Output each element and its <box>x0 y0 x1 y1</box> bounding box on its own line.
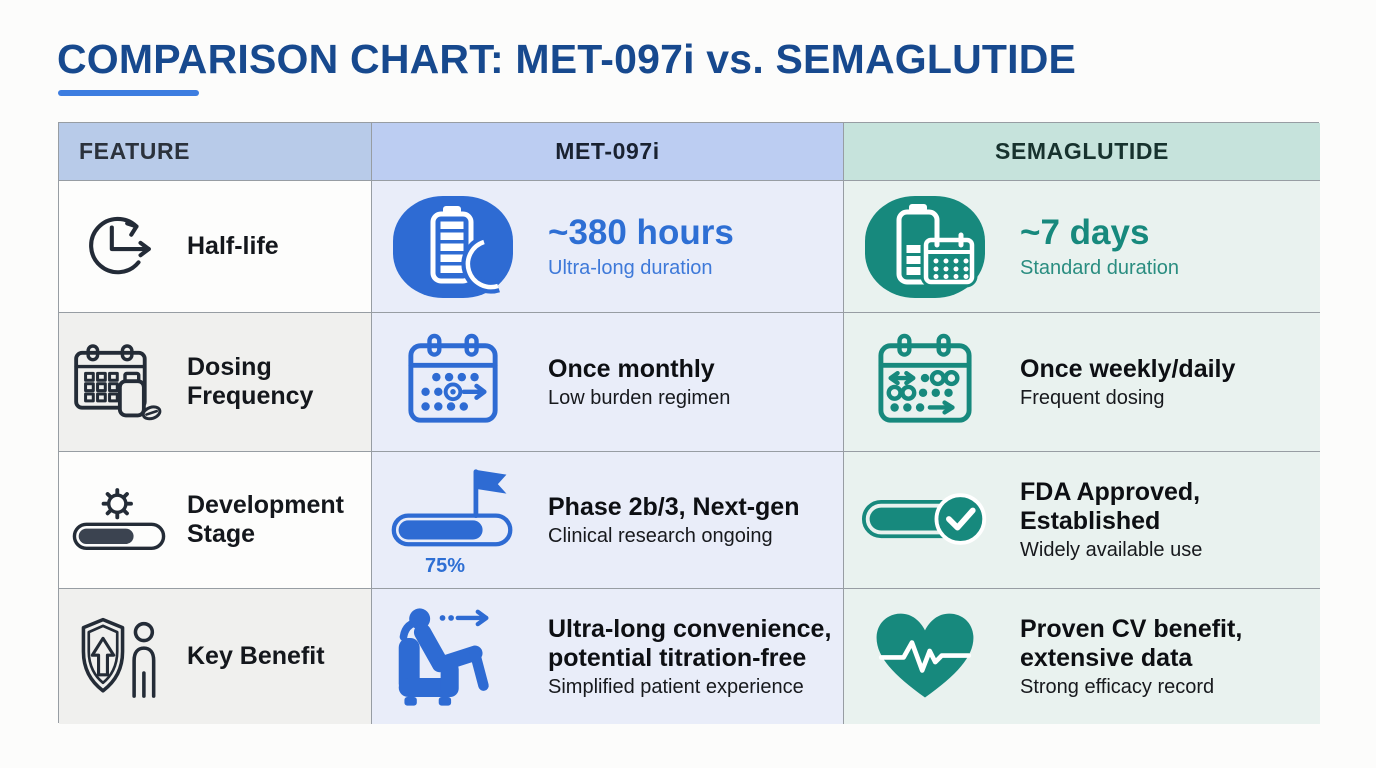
value-subtitle: Low burden regimen <box>548 386 731 409</box>
column-header-label: FEATURE <box>79 138 191 164</box>
feature-cell-key-benefit: Key Benefit <box>59 589 372 724</box>
calendar-frequent-icon <box>862 333 988 431</box>
value-subtitle: Simplified patient experience <box>548 675 804 698</box>
column-header-label: SEMAGLUTIDE <box>995 138 1169 164</box>
value-title: FDA Approved, Established <box>1020 478 1201 535</box>
met-cell-half-life: ~380 hours Ultra-long duration <box>372 181 844 313</box>
battery-moon-icon <box>390 195 516 299</box>
column-header-label: MET-097i <box>555 138 660 164</box>
shield-person-icon <box>71 613 167 701</box>
value-subtitle: Strong efficacy record <box>1020 675 1215 698</box>
sema-cell-dosing-frequency: Once weekly/daily Frequent dosing <box>844 313 1320 452</box>
value-title: ~380 hours <box>548 213 734 253</box>
value-title: ~7 days <box>1020 213 1150 253</box>
met-cell-dosing-frequency: Once monthly Low burden regimen <box>372 313 844 452</box>
calendar-pill-bottle-icon <box>71 338 167 426</box>
feature-label: Development Stage <box>187 490 344 549</box>
heart-ecg-icon <box>862 609 988 704</box>
value-title: Once monthly <box>548 354 715 383</box>
column-header-semaglutide: SEMAGLUTIDE <box>844 123 1320 181</box>
relaxed-person-icon <box>390 605 516 709</box>
progress-check-icon <box>861 482 988 558</box>
column-header-met097i: MET-097i <box>372 123 844 181</box>
sema-cell-development-stage: FDA Approved, Established Widely availab… <box>844 452 1320 589</box>
battery-calendar-icon <box>862 195 988 299</box>
value-title: Phase 2b/3, Next-gen <box>548 492 800 521</box>
sema-cell-key-benefit: Proven CV benefit, extensive data Strong… <box>844 589 1320 724</box>
feature-cell-dosing-frequency: Dosing Frequency <box>59 313 372 452</box>
calendar-monthly-icon <box>390 333 516 431</box>
value-title: Ultra-long convenience, potential titrat… <box>548 614 832 672</box>
sema-cell-half-life: ~7 days Standard duration <box>844 181 1320 313</box>
title-underline <box>58 90 199 96</box>
feature-label: Half-life <box>187 231 279 260</box>
feature-cell-half-life: Half-life <box>59 181 372 313</box>
progress-gear-icon <box>71 480 167 560</box>
feature-label: Key Benefit <box>187 641 325 670</box>
value-subtitle: Ultra-long duration <box>548 256 713 279</box>
progress-percentage: 75% <box>424 555 466 577</box>
feature-cell-development-stage: Development Stage <box>59 452 372 589</box>
page-title: COMPARISON CHART: MET-097i vs. SEMAGLUTI… <box>57 36 1077 82</box>
feature-label: Dosing Frequency <box>187 352 314 411</box>
value-subtitle: Widely available use <box>1020 539 1203 561</box>
progress-flag-icon: 75% <box>390 462 516 578</box>
value-subtitle: Standard duration <box>1020 256 1180 279</box>
value-subtitle: Clinical research ongoing <box>548 524 773 547</box>
value-title: Once weekly/daily <box>1020 354 1236 383</box>
clock-arrow-icon <box>71 211 167 283</box>
value-subtitle: Frequent dosing <box>1020 386 1165 409</box>
met-cell-development-stage: 75% Phase 2b/3, Next-gen Clinical resear… <box>372 452 844 589</box>
column-header-feature: FEATURE <box>59 123 372 181</box>
met-cell-key-benefit: Ultra-long convenience, potential titrat… <box>372 589 844 724</box>
value-title: Proven CV benefit, extensive data <box>1020 614 1243 672</box>
comparison-table: FEATURE MET-097i SEMAGLUTIDE Half-life <box>58 122 1320 724</box>
